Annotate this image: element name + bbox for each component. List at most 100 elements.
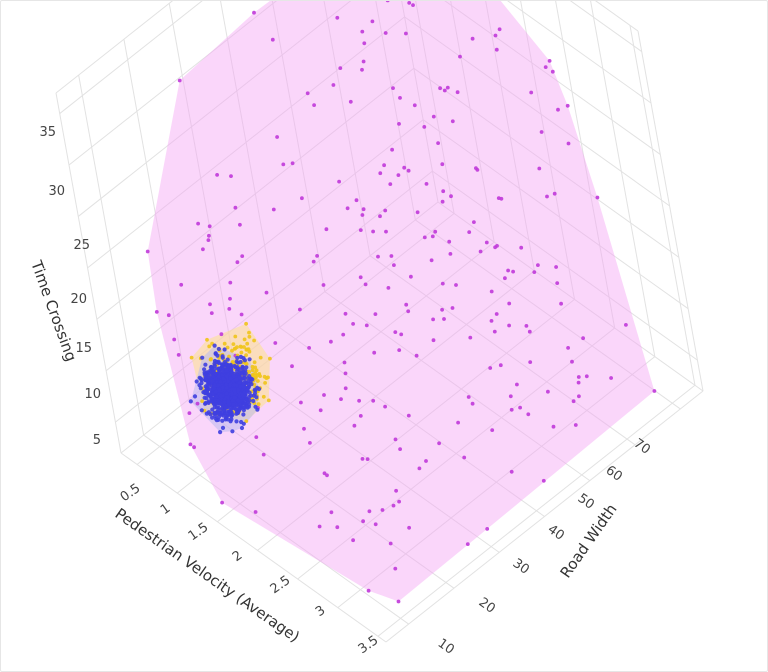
data-point xyxy=(565,103,570,108)
data-point xyxy=(321,283,326,287)
data-point xyxy=(422,125,427,129)
y-tick: 40 xyxy=(545,522,567,544)
y-tick: 20 xyxy=(476,595,498,617)
data-point xyxy=(488,366,493,370)
data-point xyxy=(199,408,204,413)
data-point xyxy=(206,410,211,415)
data-point xyxy=(493,245,497,250)
data-point xyxy=(342,360,347,365)
data-point xyxy=(398,96,402,100)
grid-line xyxy=(96,67,415,320)
z-tick: 30 xyxy=(48,184,65,199)
data-point xyxy=(406,413,411,418)
data-point xyxy=(528,360,533,364)
data-point xyxy=(218,379,223,384)
data-point xyxy=(566,141,571,146)
data-point xyxy=(373,312,378,316)
data-point xyxy=(232,395,237,400)
data-point xyxy=(322,393,326,397)
data-point xyxy=(339,397,343,401)
data-point xyxy=(430,234,435,239)
data-point xyxy=(218,430,223,435)
grid-line xyxy=(415,219,681,410)
data-point xyxy=(253,371,258,376)
data-point xyxy=(509,407,514,412)
x-tick: 2 xyxy=(230,548,245,565)
data-point xyxy=(331,83,336,87)
data-point xyxy=(281,162,286,167)
data-point xyxy=(373,522,378,527)
data-point xyxy=(370,19,375,24)
data-point xyxy=(273,341,278,345)
data-point xyxy=(232,391,238,396)
data-point xyxy=(506,268,510,273)
data-point xyxy=(238,359,243,365)
data-point xyxy=(216,373,221,379)
data-point xyxy=(231,374,236,379)
data-point xyxy=(209,357,213,361)
data-point xyxy=(494,47,499,52)
y-axis-title: Road Width xyxy=(557,501,621,582)
data-point xyxy=(595,195,600,200)
data-point xyxy=(224,374,229,379)
grid-line xyxy=(590,1,656,357)
data-point xyxy=(231,402,236,407)
data-point xyxy=(233,334,238,339)
data-point xyxy=(397,122,401,126)
data-point xyxy=(441,189,446,194)
data-point xyxy=(251,398,256,404)
data-point xyxy=(360,457,365,461)
z-tick: 20 xyxy=(70,292,87,307)
data-point xyxy=(212,410,217,415)
data-point xyxy=(238,384,243,389)
data-point xyxy=(472,220,476,225)
data-point xyxy=(219,412,224,417)
data-point xyxy=(220,355,225,360)
data-point xyxy=(422,235,427,240)
grid-line xyxy=(68,1,277,166)
data-point xyxy=(244,365,249,370)
data-point xyxy=(233,365,238,370)
data-point xyxy=(442,317,446,321)
data-point xyxy=(237,375,242,380)
data-point xyxy=(329,510,334,515)
data-point xyxy=(224,414,229,419)
data-point xyxy=(573,423,578,427)
data-point xyxy=(470,401,475,406)
data-point xyxy=(222,400,227,405)
data-point xyxy=(239,425,245,431)
data-point xyxy=(254,395,259,400)
data-point xyxy=(226,399,231,404)
data-point xyxy=(145,249,150,254)
z-tick: 35 xyxy=(39,125,56,140)
data-point xyxy=(189,355,194,360)
data-point xyxy=(571,399,576,404)
data-point xyxy=(343,386,348,391)
data-point xyxy=(383,404,387,409)
data-point xyxy=(324,227,329,232)
grid-line xyxy=(123,39,190,400)
data-point xyxy=(242,345,246,349)
data-point xyxy=(367,509,372,514)
data-point xyxy=(351,322,355,326)
data-point xyxy=(499,196,504,201)
data-point xyxy=(449,194,453,199)
grid-line xyxy=(120,201,439,454)
data-point xyxy=(201,247,205,252)
data-point xyxy=(208,369,214,374)
data-point xyxy=(202,367,207,372)
data-point xyxy=(393,437,398,442)
data-point xyxy=(465,542,470,546)
data-point xyxy=(478,249,483,254)
data-point xyxy=(225,394,230,400)
data-point xyxy=(229,364,234,369)
data-point xyxy=(527,329,532,334)
data-point xyxy=(250,368,255,373)
data-point xyxy=(508,394,513,399)
data-point xyxy=(236,398,241,404)
data-point xyxy=(252,360,257,365)
data-point xyxy=(244,347,249,352)
data-point xyxy=(179,282,184,287)
